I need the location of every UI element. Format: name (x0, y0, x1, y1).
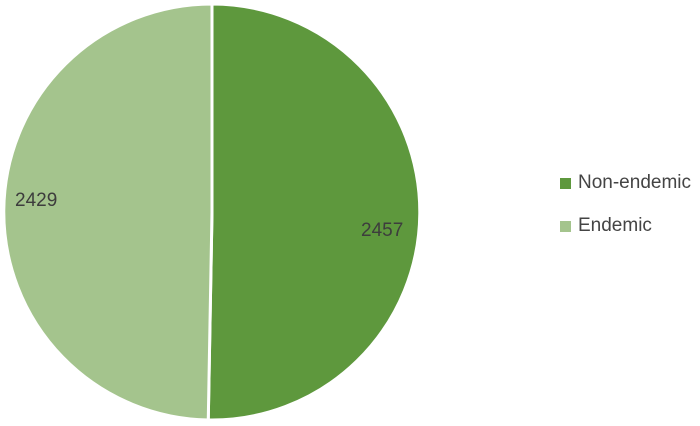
data-label-endemic: 2429 (15, 190, 58, 211)
data-label-non-endemic: 2457 (361, 220, 404, 241)
pie-plot-area (2, 2, 422, 422)
legend-swatch-endemic-icon (560, 220, 571, 232)
legend-label-non-endemic: Non-endemic (578, 172, 691, 193)
pie-slice-non-endemic (206, 2, 422, 422)
legend-item-endemic: Endemic (560, 215, 691, 237)
legend: Non-endemic Endemic (560, 172, 691, 258)
legend-swatch-non-endemic-icon (560, 177, 571, 189)
legend-item-non-endemic: Non-endemic (560, 172, 691, 194)
legend-label-endemic: Endemic (578, 215, 652, 236)
pie-slice-endemic (2, 2, 214, 422)
